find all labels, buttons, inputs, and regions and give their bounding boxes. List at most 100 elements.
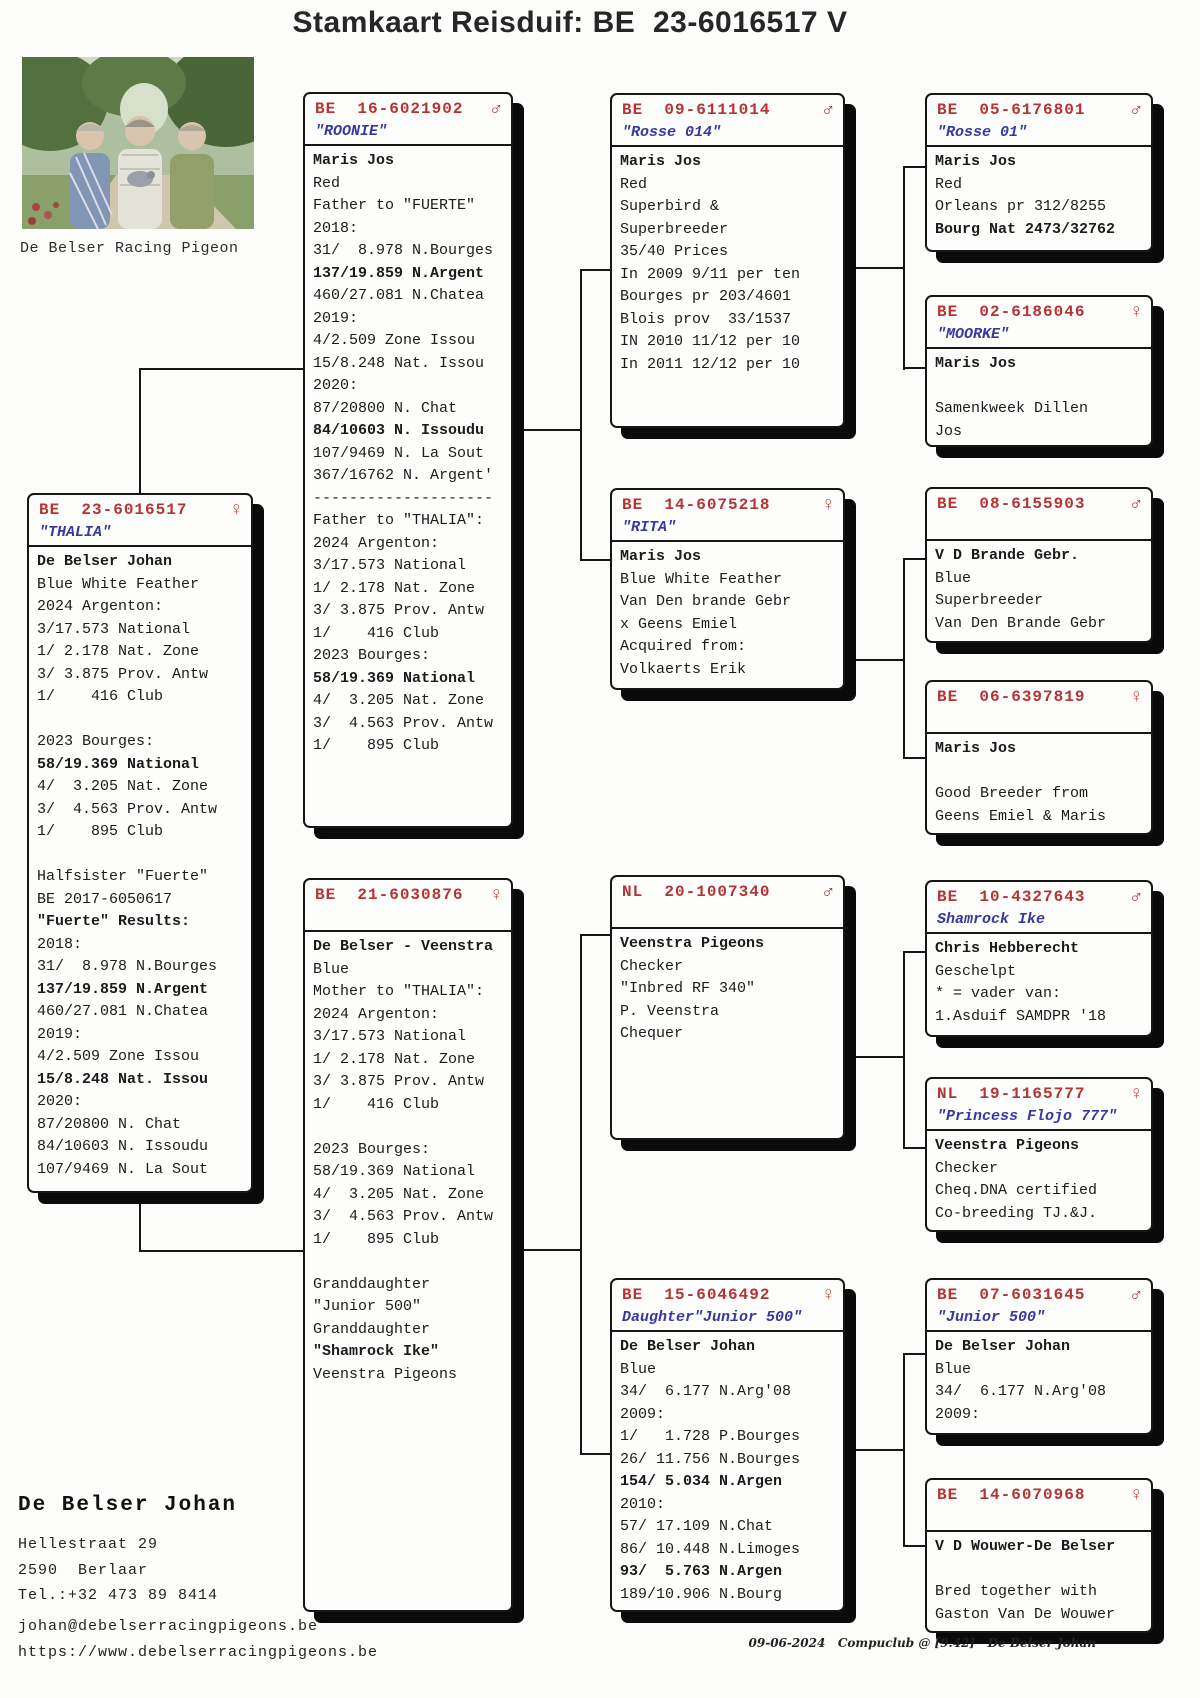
pedigree-box-nl20: NL 20-1007340 ♂ Veenstra Pigeons Checker "In… [610, 875, 845, 1140]
body-line: 15/8.248 Nat. Issou [313, 354, 485, 372]
body-line: Red [935, 175, 963, 193]
pedigree-box-thalia: BE 23-6016517 ♀ "THALIA" De Belser Johan Blu… [27, 493, 253, 1193]
pedigree-connector [903, 166, 927, 168]
box-header: BE 15-6046492 ♀ Daughter"Junior 500" [612, 1280, 843, 1332]
body-line: 3/17.573 National [37, 620, 191, 638]
box-body: De Belser Johan Blue White Feather 2024 Ar… [29, 547, 251, 1181]
body-line: 2019: [37, 1025, 83, 1043]
body-line: Bred together with [935, 1583, 1098, 1600]
body-line: Chequer [620, 1025, 684, 1042]
box-header: NL 19-1165777 ♀ "Princess Flojo 777" [927, 1079, 1151, 1131]
body-line: 1/ 416 Club [313, 1095, 440, 1113]
female-symbol-icon: ♀ [230, 499, 242, 521]
pedigree-connector [903, 1353, 905, 1547]
contact-address-city: 2590 Berlaar [18, 1562, 149, 1579]
pigeon-name: "Junior 500" [937, 1309, 1046, 1326]
body-line: 2020: [313, 377, 359, 394]
body-line: 58/19.369 National [313, 669, 476, 687]
box-header: BE 07-6031645 ♂ "Junior 500" [927, 1280, 1151, 1332]
pedigree-box-b6046492: BE 15-6046492 ♀ Daughter"Junior 500" De Bel… [610, 1278, 845, 1612]
body-line: 3/17.573 National [313, 557, 467, 574]
ring-number: BE 06-6397819 [937, 688, 1086, 706]
body-line: 86/ 10.448 N.Limoges [620, 1540, 801, 1558]
male-symbol-icon: ♂ [1130, 1284, 1142, 1306]
body-line: Blue [935, 569, 972, 587]
body-line: 1/ 895 Club [313, 737, 440, 754]
male-symbol-icon: ♂ [1130, 493, 1142, 515]
pedigree-box-junior500: BE 07-6031645 ♂ "Junior 500" De Belser Joha… [925, 1278, 1153, 1435]
body-line: Granddaughter [313, 1275, 431, 1293]
body-line: Bourg Nat 2473/32762 [935, 220, 1116, 238]
female-symbol-icon: ♀ [822, 1284, 834, 1306]
body-line: Veenstra Pigeons [935, 1137, 1080, 1154]
print-info: 09-06-2024 Compuclub @ [9.42] De Belser … [748, 1636, 1096, 1650]
box-body: Maris Jos Blue White Feather Van Den brand… [612, 542, 843, 681]
female-symbol-icon: ♀ [1130, 1484, 1142, 1506]
body-line: 34/ 6.177 N.Arg'08 [935, 1383, 1107, 1400]
body-line: 3/17.573 National [313, 1028, 467, 1045]
body-line: 87/20800 N. Chat [37, 1115, 182, 1133]
body-line: 2020: [37, 1093, 83, 1110]
body-line: 35/40 Prices [620, 243, 729, 260]
body-line: Maris Jos [620, 548, 702, 565]
ring-number: BE 21-6030876 [315, 886, 464, 904]
pigeon-name: Shamrock Ike [937, 911, 1046, 928]
ring-number: BE 16-6021902 [315, 100, 464, 118]
body-line: "Inbred RF 340" [620, 980, 756, 997]
body-line: 3/ 3.875 Prov. Antw [37, 665, 209, 683]
pedigree-connector [903, 951, 927, 953]
box-body: Veenstra Pigeons Checker "Inbred RF 340" P.… [612, 929, 843, 1046]
body-line: * = vader van: [935, 985, 1062, 1002]
body-line: Blois prov 33/1537 [620, 310, 792, 328]
pedigree-box-b6030876: BE 21-6030876 ♀ De Belser - Veenstra Blue Mo… [303, 878, 513, 1612]
body-line: Maris Jos [313, 152, 395, 169]
body-line: Red [620, 175, 648, 193]
male-symbol-icon: ♂ [1130, 886, 1142, 908]
pigeon-name [937, 708, 1141, 731]
body-line: 154/ 5.034 N.Argen [620, 1473, 783, 1490]
pedigree-box-rosse014: BE 09-6111014 ♂ "Rosse 014" Maris Jos Red Sup… [610, 93, 845, 428]
body-line: Checker [620, 957, 684, 975]
pedigree-connector [903, 757, 927, 759]
body-line: Maris Jos [935, 740, 1017, 757]
body-line [935, 1559, 1143, 1582]
box-body: De Belser - Veenstra Blue Mother to "THALI… [305, 932, 511, 1386]
body-line: Superbreeder [620, 220, 729, 238]
body-line: 3/ 3.875 Prov. Antw [313, 602, 485, 619]
male-symbol-icon: ♂ [822, 99, 834, 121]
pedigree-connector [845, 659, 905, 661]
body-line: 2023 Bourges: [313, 647, 431, 664]
female-symbol-icon: ♀ [490, 884, 502, 906]
ring-number: BE 10-4327643 [937, 888, 1086, 906]
pedigree-box-roonie: BE 16-6021902 ♂ "ROONIE" Maris Jos Red Father… [303, 92, 513, 828]
pedigree-connector [580, 269, 612, 271]
body-line: 2024 Argenton: [313, 1005, 440, 1023]
body-line: Samenkweek Dillen [935, 400, 1089, 417]
box-header: BE 14-6075218 ♀ "RITA" [612, 490, 843, 542]
body-line: Maris Jos [620, 153, 702, 170]
box-body: Maris Jos Red Father to "FUERTE" 2018: 31/ 8… [305, 146, 511, 758]
breeder-photo-image [0, 43, 288, 230]
ring-number: BE 08-6155903 [937, 495, 1086, 513]
page-title: Stamkaart Reisduif: BE 23-6016517 V [292, 6, 848, 39]
body-line: 84/10603 N. Issoudu [313, 422, 485, 439]
body-line: Blue [313, 960, 350, 978]
body-line: De Belser Johan [935, 1338, 1071, 1355]
body-line: Blue White Feather [620, 570, 783, 588]
body-line: 107/9469 N. La Sout [37, 1160, 209, 1178]
body-line: 137/19.859 N.Argent [313, 264, 485, 282]
pigeon-name: Daughter"Junior 500" [622, 1309, 803, 1326]
body-line: 1/ 895 Club [313, 1230, 440, 1248]
body-line: 367/16762 N. Argent' [313, 467, 494, 484]
photo-caption: De Belser Racing Pigeon [20, 240, 239, 257]
body-line: 2019: [313, 309, 359, 327]
body-line: De Belser Johan [620, 1338, 756, 1355]
body-line: V D Brande Gebr. [935, 547, 1080, 564]
contact-website: https://www.debelserracingpigeons.be [18, 1644, 379, 1661]
pedigree-connector [580, 270, 582, 561]
pedigree-connector [845, 1056, 905, 1058]
body-line: 137/19.859 N.Argent [37, 980, 209, 998]
body-line: Gaston Van De Wouwer [935, 1605, 1116, 1623]
pedigree-connector [903, 1545, 927, 1547]
body-line: 58/19.369 National [37, 755, 200, 773]
